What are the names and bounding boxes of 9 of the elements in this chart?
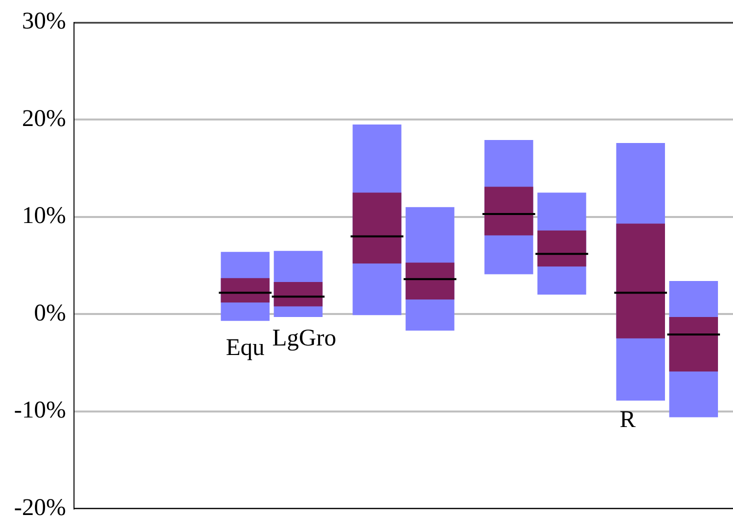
annotation: Equ (226, 335, 265, 362)
y-tick-label: 20% (22, 106, 66, 132)
y-tick-label: 30% (22, 8, 66, 35)
y-tick-label: -20% (14, 494, 66, 521)
annotation: R (620, 406, 636, 433)
y-tick-label: -10% (14, 398, 66, 424)
y-tick-label: 0% (34, 300, 66, 326)
y-tick-label: 10% (22, 203, 66, 230)
annotation: LgGro (272, 325, 336, 352)
